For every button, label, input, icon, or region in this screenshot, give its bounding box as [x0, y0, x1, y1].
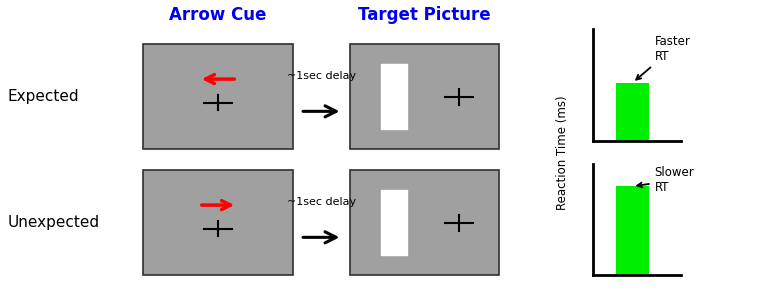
Text: Reaction Time (ms): Reaction Time (ms): [556, 95, 568, 210]
Text: Arrow Cue: Arrow Cue: [169, 6, 267, 24]
Text: Slower
RT: Slower RT: [637, 166, 694, 194]
Text: Faster
RT: Faster RT: [636, 35, 690, 80]
Bar: [381, 190, 407, 255]
Bar: [381, 64, 407, 129]
Bar: [350, 44, 499, 149]
Bar: [616, 186, 649, 275]
Text: Unexpected: Unexpected: [8, 215, 99, 230]
Bar: [143, 44, 292, 149]
Text: Target Picture: Target Picture: [358, 6, 491, 24]
Bar: [616, 83, 649, 141]
Text: ~1sec delay: ~1sec delay: [287, 197, 356, 207]
Bar: [350, 170, 499, 275]
Text: Expected: Expected: [8, 89, 80, 104]
Text: ~1sec delay: ~1sec delay: [287, 71, 356, 81]
Bar: [143, 170, 292, 275]
